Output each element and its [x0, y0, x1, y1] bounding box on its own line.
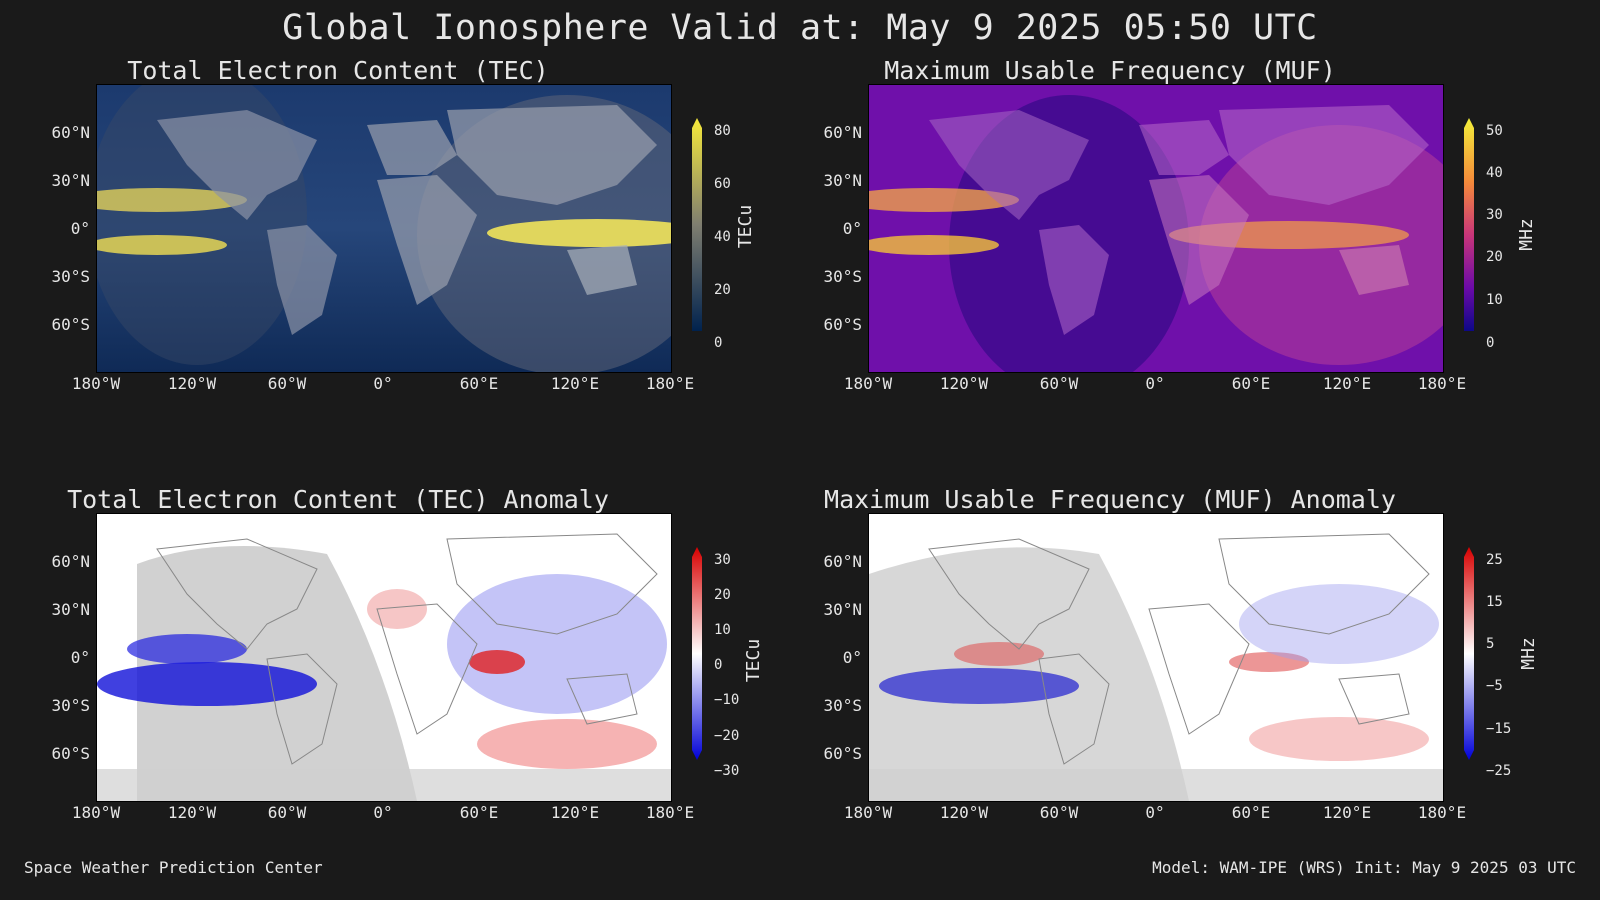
lon-label: 180°E [645, 803, 695, 822]
lat-label: 60°S [823, 744, 862, 763]
panel-title: Maximum Usable Frequency (MUF) [884, 56, 1336, 85]
lon-label: 120°W [939, 374, 989, 393]
lat-label: 60°S [51, 315, 90, 334]
lon-label: 120°W [167, 803, 217, 822]
colorbar-tick: 0 [1486, 335, 1495, 351]
colorbar-tick: 60 [714, 176, 731, 192]
colorbar-tick: 10 [714, 622, 731, 638]
lat-label: 60°S [51, 744, 90, 763]
colorbar-tick: 80 [714, 123, 731, 139]
lon-label: 120°E [550, 374, 600, 393]
tec-colorbar [692, 118, 702, 331]
muf-map [868, 84, 1444, 373]
colorbar-tick: −30 [714, 763, 740, 779]
page-title: Global Ionosphere Valid at: May 9 2025 0… [282, 8, 1318, 48]
tec-panel: Total Electron Content (TEC) 60°N 30°N 0… [0, 56, 756, 456]
colorbar-tick: 50 [1486, 123, 1503, 139]
footer-credit: Space Weather Prediction Center [24, 858, 323, 877]
tec-map [96, 84, 672, 373]
lon-label: 60°W [1039, 803, 1079, 822]
lon-label: 120°E [550, 803, 600, 822]
panel-title: Maximum Usable Frequency (MUF) Anomaly [824, 485, 1396, 514]
muf-anomaly-map [868, 513, 1444, 802]
footer-model-info: Model: WAM-IPE (WRS) Init: May 9 2025 03… [1152, 858, 1576, 877]
colorbar-tick: −20 [714, 728, 740, 744]
lat-label: 30°S [823, 696, 862, 715]
lon-label: 60°E [1231, 374, 1271, 393]
muf-panel: Maximum Usable Frequency (MUF) 60°N 30°N… [772, 56, 1536, 456]
lon-label: 60°W [267, 374, 307, 393]
lon-label: 120°E [1322, 803, 1372, 822]
lat-label: 60°N [823, 552, 862, 571]
lon-label: 180°E [645, 374, 695, 393]
lat-label: 30°N [51, 171, 90, 190]
lon-label: 180°W [71, 374, 121, 393]
lat-label: 30°S [823, 267, 862, 286]
lat-label: 60°N [51, 552, 90, 571]
lat-label: 60°S [823, 315, 862, 334]
lon-label: 180°W [843, 803, 893, 822]
colorbar-unit: MHz [1517, 637, 1539, 670]
lon-label: 0° [373, 374, 393, 393]
colorbar-tick: −5 [1486, 678, 1503, 694]
lon-label: 60°W [267, 803, 307, 822]
lon-label: 60°E [459, 803, 499, 822]
lon-label: 0° [1145, 374, 1165, 393]
colorbar-tick: −15 [1486, 721, 1512, 737]
lon-label: 180°W [843, 374, 893, 393]
colorbar-tick: −25 [1486, 763, 1512, 779]
lat-label: 0° [842, 219, 862, 238]
lon-label: 0° [1145, 803, 1165, 822]
muf-anomaly-colorbar [1464, 547, 1474, 760]
lat-label: 30°N [51, 600, 90, 619]
colorbar-tick: 20 [714, 282, 731, 298]
lat-label: 0° [70, 219, 90, 238]
tec-anomaly-map [96, 513, 672, 802]
muf-colorbar [1464, 118, 1474, 331]
lat-label: 0° [842, 648, 862, 667]
lat-label: 0° [70, 648, 90, 667]
tec-anomaly-panel: Total Electron Content (TEC) Anomaly 60°… [0, 485, 764, 885]
muf-anomaly-panel: Maximum Usable Frequency (MUF) Anomaly 6… [772, 485, 1538, 885]
lon-label: 180°E [1417, 803, 1467, 822]
lat-label: 30°S [51, 696, 90, 715]
colorbar-tick: 25 [1486, 552, 1503, 568]
colorbar-tick: 40 [714, 229, 731, 245]
lon-label: 180°E [1417, 374, 1467, 393]
lat-label: 30°N [823, 171, 862, 190]
lon-label: 120°W [167, 374, 217, 393]
panel-title: Total Electron Content (TEC) [127, 56, 549, 85]
colorbar-tick: 0 [714, 335, 723, 351]
colorbar-unit: TECu [735, 204, 757, 249]
colorbar-tick: 20 [1486, 249, 1503, 265]
lon-label: 0° [373, 803, 393, 822]
lon-label: 60°W [1039, 374, 1079, 393]
tec-anomaly-colorbar [692, 547, 702, 760]
lat-label: 60°N [823, 123, 862, 142]
lon-label: 120°E [1322, 374, 1372, 393]
lat-label: 30°N [823, 600, 862, 619]
colorbar-unit: TECu [743, 638, 765, 683]
lon-label: 180°W [71, 803, 121, 822]
panel-title: Total Electron Content (TEC) Anomaly [67, 485, 609, 514]
colorbar-tick: 30 [714, 552, 731, 568]
colorbar-tick: −10 [714, 692, 740, 708]
colorbar-tick: 20 [714, 587, 731, 603]
lat-label: 60°N [51, 123, 90, 142]
colorbar-tick: 15 [1486, 594, 1503, 610]
lon-label: 120°W [939, 803, 989, 822]
colorbar-unit: MHz [1515, 218, 1537, 251]
lon-label: 60°E [459, 374, 499, 393]
lon-label: 60°E [1231, 803, 1271, 822]
colorbar-tick: 0 [714, 657, 723, 673]
colorbar-tick: 10 [1486, 292, 1503, 308]
colorbar-tick: 5 [1486, 636, 1495, 652]
lat-label: 30°S [51, 267, 90, 286]
colorbar-tick: 40 [1486, 165, 1503, 181]
colorbar-tick: 30 [1486, 207, 1503, 223]
